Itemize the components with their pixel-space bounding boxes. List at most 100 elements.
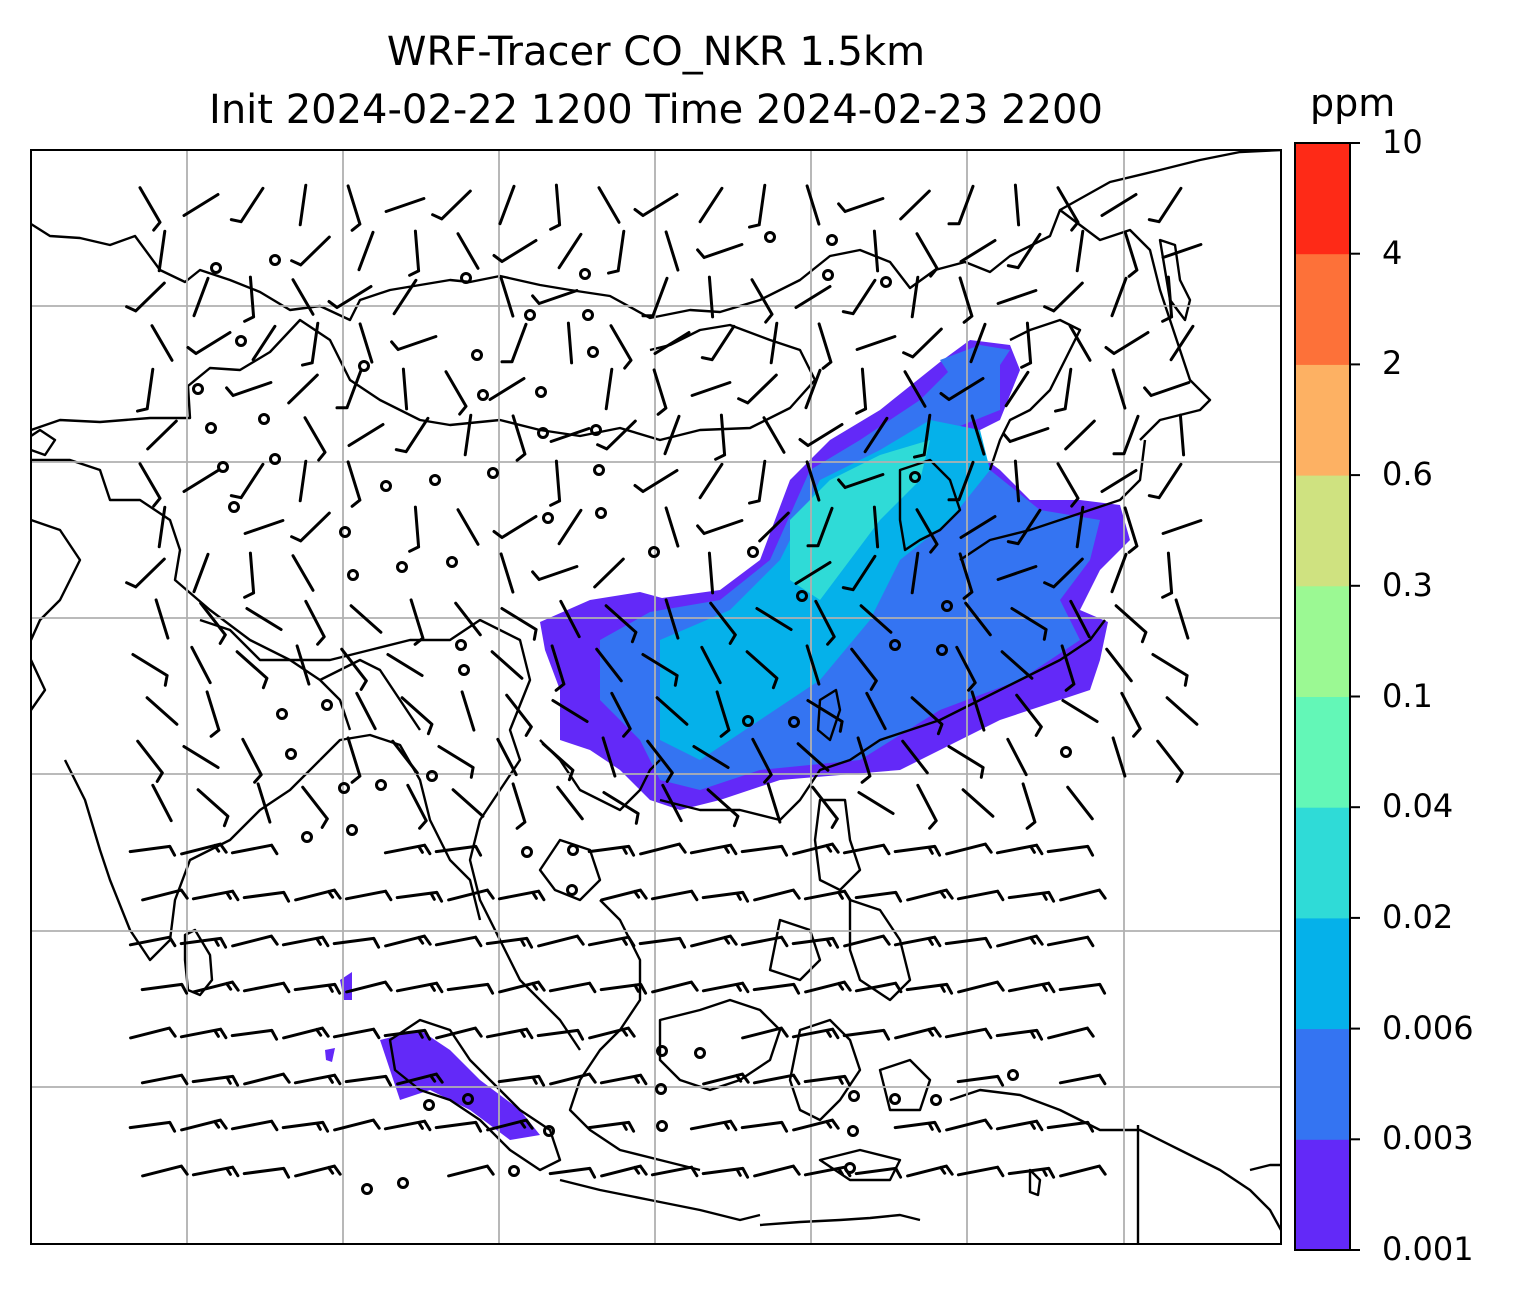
wind-barb (791, 1027, 840, 1040)
colorbar-unit-label: ppm (1310, 81, 1396, 125)
calm-wind-marker (285, 748, 297, 760)
wind-barb (1111, 368, 1127, 410)
wind-barb (803, 1074, 852, 1087)
wind-barb (1075, 505, 1085, 549)
wind-barb (205, 690, 221, 738)
wind-barb (696, 519, 744, 535)
wind-barb (958, 276, 974, 324)
wind-barb (327, 285, 373, 309)
title-line-2: Init 2024-02-22 1200 Time 2024-02-23 220… (209, 87, 1103, 133)
wind-barb (434, 844, 483, 857)
wind-barb (599, 982, 648, 995)
wind-barb (855, 335, 897, 351)
calm-wind-marker (396, 561, 408, 573)
wind-barb (485, 1027, 534, 1040)
wind-barb (192, 980, 240, 994)
wind-barb (959, 515, 997, 539)
calm-wind-marker (235, 335, 247, 347)
wind-barb (447, 888, 495, 902)
wind-barb (894, 1026, 942, 1040)
wind-barb (1161, 275, 1174, 323)
wind-barb (140, 1073, 189, 1086)
wind-barb (492, 515, 538, 539)
wind-barb (854, 890, 903, 903)
wind-barb (916, 783, 938, 830)
wind-barb (655, 696, 689, 726)
wind-barb (755, 607, 793, 631)
wind-barb (294, 1164, 342, 1178)
calm-wind-marker (477, 389, 489, 401)
calm-wind-marker (567, 844, 579, 856)
wind-barb (1002, 427, 1050, 443)
wind-barb (961, 788, 995, 818)
wind-barb (395, 890, 444, 903)
calm-wind-marker (880, 276, 892, 288)
wind-barb (1046, 935, 1095, 948)
wind-barb (843, 934, 891, 948)
wind-barb (1006, 232, 1042, 270)
wind-barb (125, 557, 166, 589)
wind-barb (792, 842, 840, 856)
wind-barb (157, 229, 167, 273)
calm-wind-marker (936, 644, 948, 656)
colorbar-tick-label: 0.006 (1382, 1008, 1474, 1047)
wind-barb (129, 1026, 177, 1040)
wind-barb (872, 229, 880, 273)
wind-barb (488, 377, 526, 401)
wind-barb (604, 367, 614, 411)
wind-barb (301, 321, 320, 367)
wind-barb (496, 737, 518, 777)
wind-barb (1068, 324, 1092, 362)
wind-barb (400, 696, 434, 736)
calm-wind-marker (537, 427, 549, 439)
wind-barb (1046, 844, 1095, 857)
wind-barb (610, 691, 632, 738)
wind-barb (970, 414, 986, 456)
wind-barb (191, 1074, 240, 1087)
wind-barb (549, 1072, 597, 1086)
wind-barb (794, 561, 832, 585)
wind-barb (1007, 890, 1056, 903)
wind-barb (243, 1072, 291, 1086)
calm-wind-marker (648, 546, 660, 558)
calm-wind-marker (358, 360, 370, 372)
wind-barb (804, 368, 822, 410)
wind-barb (199, 601, 227, 645)
wind-barb (956, 889, 1005, 902)
wind-barb (386, 653, 424, 677)
wind-barb (243, 551, 256, 599)
wind-barb (587, 935, 636, 948)
wind-barb (689, 1119, 738, 1132)
colorbar-band (1295, 917, 1350, 1030)
wind-barb (905, 982, 954, 995)
wind-barb (956, 1165, 1005, 1178)
wind-barb (1013, 183, 1021, 227)
wind-barb (557, 508, 583, 546)
wind-barb (811, 785, 839, 829)
wind-barb (633, 193, 679, 217)
wind-barb (995, 843, 1044, 856)
wind-barb (146, 419, 178, 451)
wind-barb (541, 742, 575, 782)
wind-barb (841, 554, 877, 592)
wind-barb (653, 331, 691, 355)
calm-wind-marker (1007, 1069, 1019, 1081)
wind-barb (863, 416, 889, 454)
wind-barb (303, 416, 327, 462)
coastlines (31, 150, 1281, 1244)
wind-barb (505, 693, 533, 737)
wind-barb (945, 1118, 993, 1132)
wind-barb (437, 745, 475, 779)
colorbar-tick-label: 0.1 (1382, 676, 1433, 715)
calm-wind-marker (458, 664, 470, 676)
wind-barb (638, 936, 687, 949)
wind-barb (837, 197, 885, 213)
wind-barb (401, 367, 409, 411)
wind-barb (435, 1026, 483, 1040)
wind-barb (959, 239, 997, 263)
wind-barb (497, 1074, 546, 1087)
wind-barb (769, 321, 779, 365)
colorbar-band (1295, 1139, 1350, 1251)
wind-barb (1015, 693, 1043, 737)
wind-barb (995, 1028, 1044, 1041)
